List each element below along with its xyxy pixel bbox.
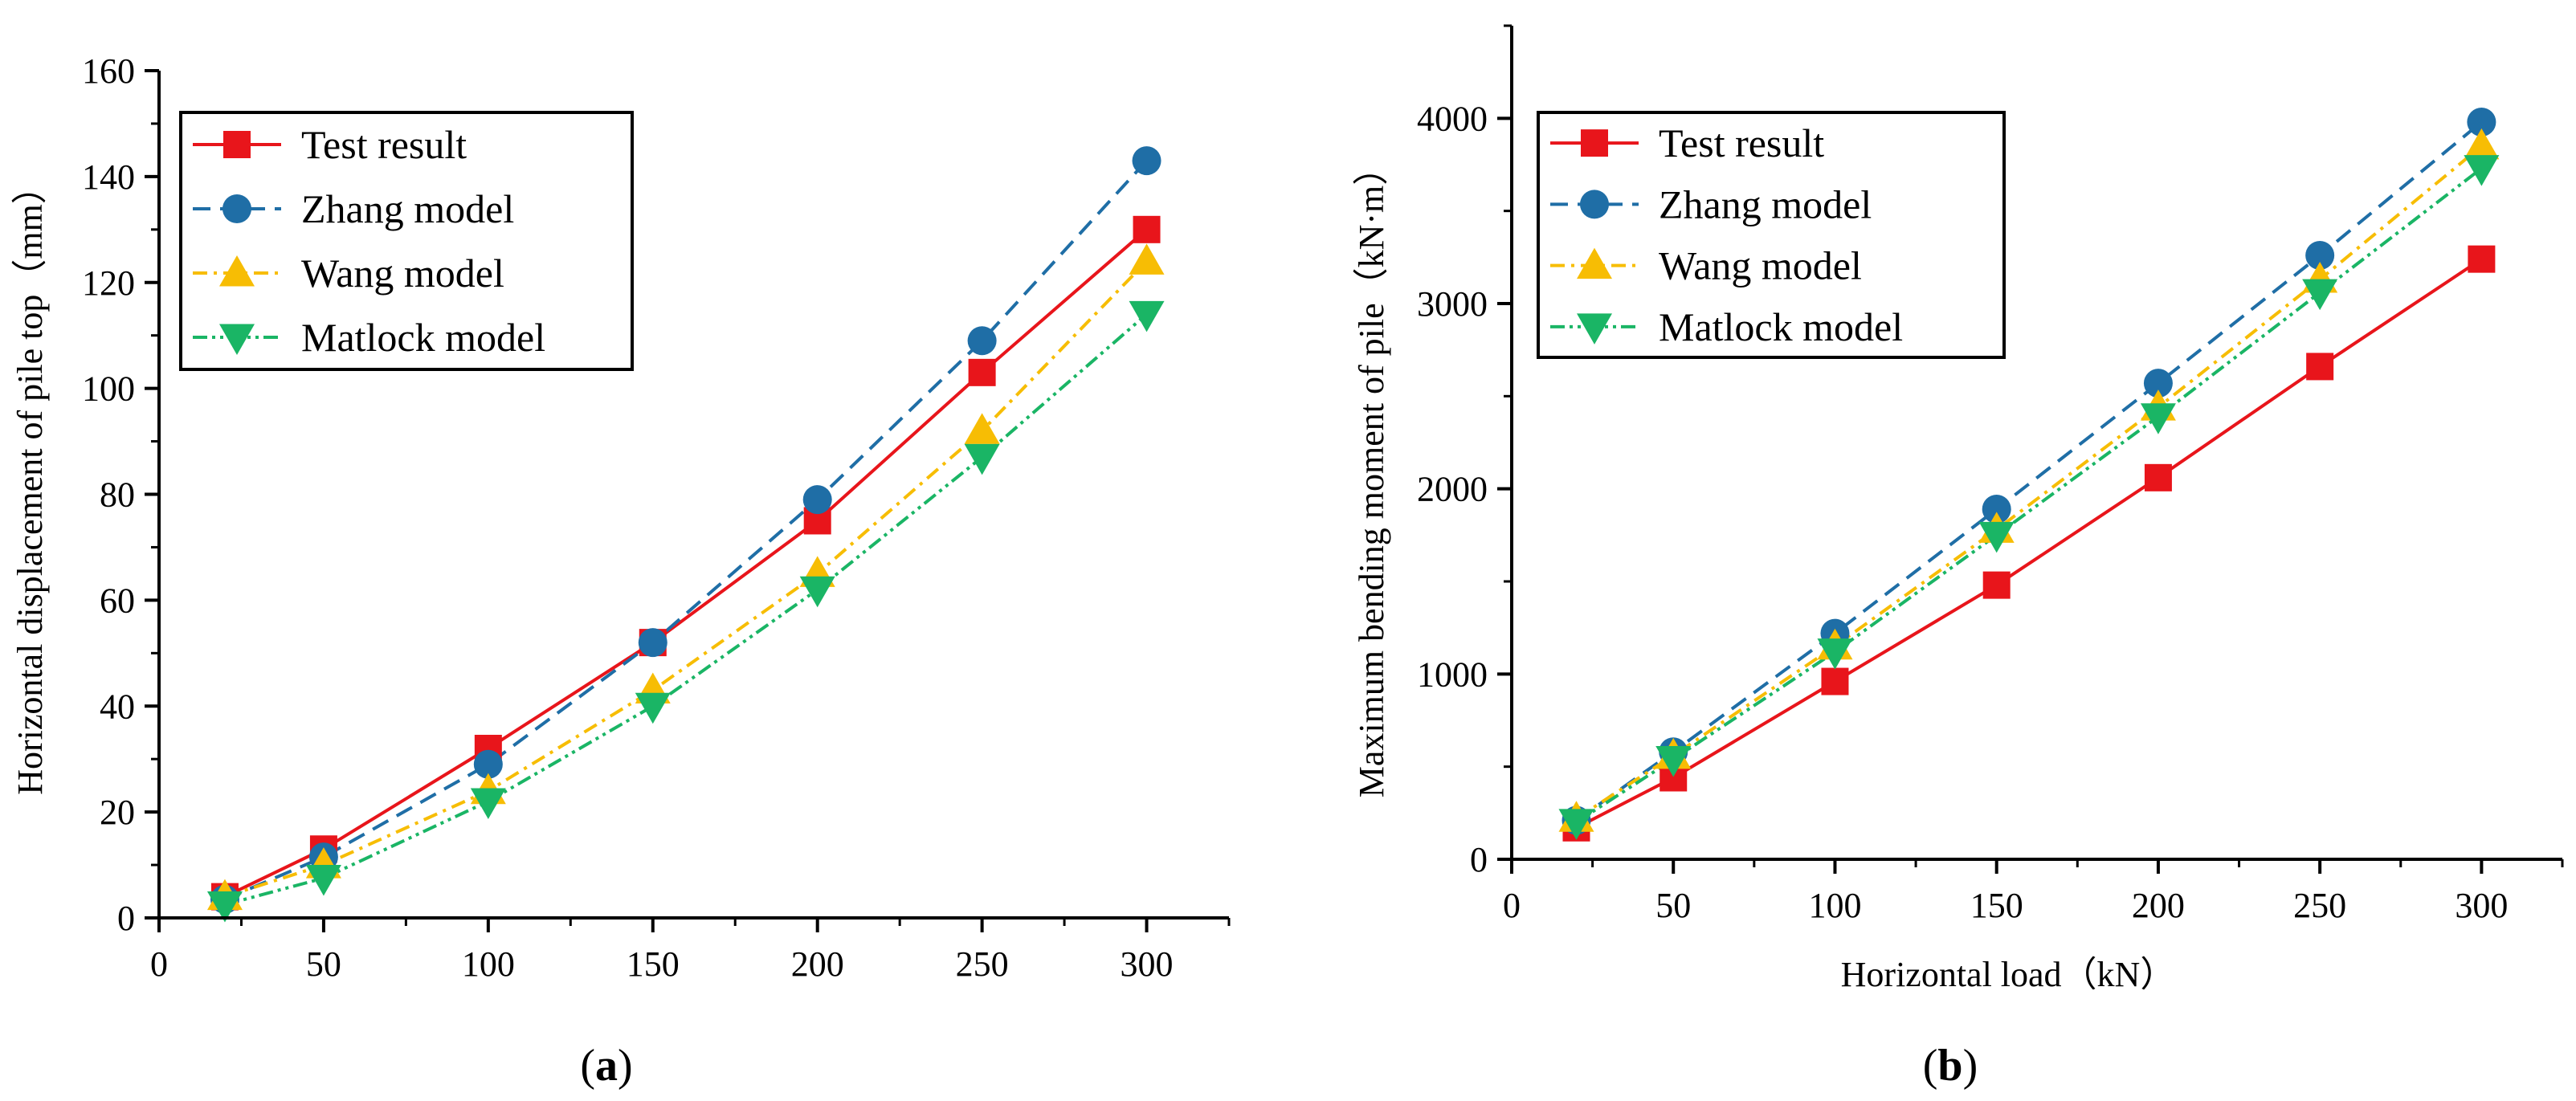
data-point-zhang-model (2143, 369, 2173, 398)
legend-label: Matlock model (301, 315, 545, 360)
series-markers-a (206, 146, 1165, 923)
y-tick-label: 140 (82, 157, 135, 197)
data-point-matlock-model (1129, 300, 1165, 332)
x-tick-label: 150 (627, 944, 680, 984)
x-tick-label: 200 (791, 944, 844, 984)
y-axis-label-a: Horizontal displacement of pile top（mm） (10, 169, 50, 795)
data-point-zhang-model (802, 485, 832, 515)
x-tick-label: 0 (1503, 886, 1521, 925)
y-tick-label: 0 (117, 899, 135, 938)
x-tick-label: 300 (2455, 886, 2508, 925)
legend-marker-matlock-model (1577, 313, 1612, 345)
x-tick-label: 100 (462, 944, 515, 984)
data-point-matlock-model (206, 891, 243, 923)
caption-letter-b: b (1937, 1041, 1962, 1091)
data-point-matlock-model (1655, 745, 1692, 777)
legend-b: Test result Zhang model Wang model Matlock … (1537, 111, 2006, 359)
data-point-matlock-model (799, 576, 835, 608)
x-tick-label: 250 (2293, 886, 2346, 925)
x-tick-label: 200 (2132, 886, 2185, 925)
data-point-matlock-model (2302, 279, 2338, 311)
x-tick-label: 250 (956, 944, 1009, 984)
legend-box (179, 111, 634, 371)
legend-marker-zhang-model (222, 194, 251, 223)
series-markers-b (1558, 107, 2500, 842)
data-point-zhang-model (967, 326, 997, 356)
data-point-wang-model (964, 413, 1000, 444)
data-point-test-result (968, 358, 996, 386)
legend-marker-test-result (223, 131, 251, 158)
caption-letter-a: a (595, 1041, 618, 1091)
series-line-matlock-model (224, 312, 1148, 907)
caption-b: (b) (1923, 1041, 1978, 1091)
data-point-test-result (1133, 215, 1161, 243)
data-point-matlock-model (305, 865, 341, 896)
legend-marker-wang-model (219, 255, 255, 287)
data-point-test-result (2144, 463, 2172, 491)
data-point-zhang-model (2467, 107, 2496, 137)
data-point-test-result (1821, 667, 1849, 695)
y-tick-label: 40 (100, 687, 135, 726)
legend-label: Test result (1659, 120, 1824, 165)
y-tick-label: 100 (82, 369, 135, 409)
y-tick-label: 160 (82, 51, 135, 91)
x-axis-label-b: Horizontal load（kN） (1841, 955, 2176, 994)
data-point-matlock-model (1817, 638, 1853, 670)
y-tick-label: 0 (1470, 840, 1488, 879)
data-point-test-result (2306, 353, 2334, 381)
data-point-test-result (1982, 571, 2011, 599)
x-tick-label: 150 (1970, 886, 2023, 925)
x-tick-label: 100 (1808, 886, 1861, 925)
y-tick-label: 2000 (1417, 470, 1488, 509)
data-point-wang-model (2464, 128, 2500, 160)
data-point-matlock-model (1558, 809, 1594, 840)
legend-marker-matlock-model (219, 324, 255, 355)
data-point-zhang-model (2305, 241, 2335, 271)
caption-a: (a) (580, 1041, 632, 1091)
legend-label: Test result (301, 122, 467, 167)
y-tick-label: 20 (100, 793, 135, 832)
data-point-matlock-model (1978, 521, 2015, 553)
data-point-wang-model (1129, 243, 1165, 275)
data-point-matlock-model (2140, 403, 2176, 434)
data-point-zhang-model (473, 749, 503, 779)
y-tick-label: 1000 (1417, 654, 1488, 694)
data-point-zhang-model (1132, 146, 1161, 176)
legend-label: Zhang model (1659, 181, 1872, 226)
x-tick-label: 50 (306, 944, 341, 984)
legend-label: Wang model (1659, 243, 1862, 288)
data-point-zhang-model (1982, 495, 2011, 524)
data-point-matlock-model (964, 443, 1000, 475)
legend-marker-zhang-model (1580, 190, 1609, 219)
legend-a: Test result Zhang model Wang model Matlock … (179, 111, 634, 371)
legend-label: Matlock model (1659, 304, 1903, 349)
legend-label: Zhang model (301, 186, 514, 231)
y-tick-label: 4000 (1417, 99, 1488, 138)
x-tick-label: 0 (150, 944, 168, 984)
x-tick-label: 300 (1121, 944, 1174, 984)
y-tick-label: 3000 (1417, 284, 1488, 324)
data-point-test-result (2468, 245, 2496, 273)
legend-marker-wang-model (1577, 247, 1612, 279)
y-tick-label: 60 (100, 581, 135, 620)
y-tick-label: 120 (82, 263, 135, 303)
x-tick-label: 50 (1655, 886, 1691, 925)
data-point-matlock-model (470, 788, 506, 819)
data-point-zhang-model (638, 628, 667, 658)
chart-panel-a: 0 50 100 150 200 250 300020406080100120140160 … (10, 51, 1231, 1091)
axes-b (1510, 26, 2562, 861)
ticks-a: 0 50 100 150 200 250 300 0 20 40 60 80 100 120 140 160 (82, 51, 1231, 984)
y-tick-label: 80 (100, 475, 135, 515)
legend-box (1537, 111, 2006, 359)
data-point-matlock-model (635, 692, 671, 724)
legend-label: Wang model (301, 251, 504, 296)
data-point-matlock-model (2464, 155, 2500, 186)
legend-marker-test-result (1581, 129, 1608, 157)
y-axis-label-b: Maximum bending moment of pile（kN·m） (1352, 150, 1391, 798)
